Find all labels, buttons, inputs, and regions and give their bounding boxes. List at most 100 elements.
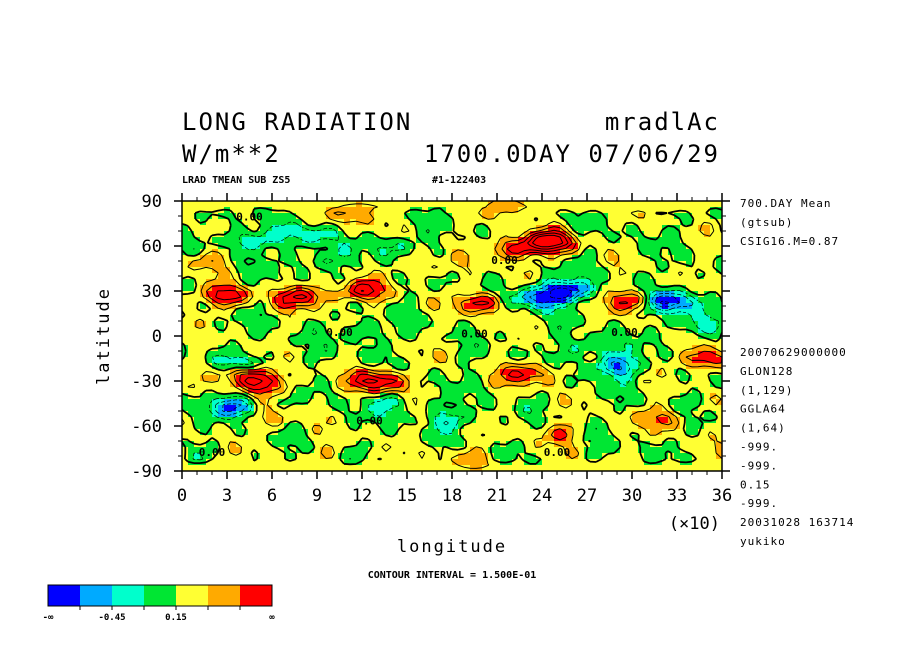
heat-cell	[212, 369, 219, 376]
heat-cell	[446, 207, 453, 214]
heat-cell	[644, 321, 651, 328]
heat-cell	[356, 315, 363, 322]
heat-cell	[644, 315, 651, 322]
heat-cell	[260, 327, 267, 334]
heat-cell	[260, 459, 267, 466]
heat-cell	[704, 459, 711, 466]
heat-cell	[632, 387, 639, 394]
heat-cell	[212, 405, 219, 412]
heat-cell	[566, 249, 573, 256]
heat-cell	[380, 213, 387, 220]
heat-cell	[344, 333, 351, 340]
subtitle-right: #1-122403	[432, 175, 486, 186]
heat-cell	[494, 447, 501, 454]
heat-cell	[566, 441, 573, 448]
heat-cell	[200, 315, 207, 322]
heat-cell	[194, 255, 201, 262]
heat-cell	[692, 237, 699, 244]
heat-cell	[200, 243, 207, 250]
heat-cell	[230, 219, 237, 226]
heat-cell	[572, 309, 579, 316]
heat-cell	[242, 255, 249, 262]
heat-cell	[692, 249, 699, 256]
heat-cell	[560, 237, 567, 244]
heat-cell	[320, 237, 327, 244]
heat-cell	[602, 423, 609, 430]
heat-cell	[266, 219, 273, 226]
heat-cell	[326, 249, 333, 256]
heat-cell	[224, 345, 231, 352]
heat-cell	[362, 459, 369, 466]
heat-cell	[686, 411, 693, 418]
heat-cell	[206, 393, 213, 400]
heat-cell	[254, 435, 261, 442]
heat-cell	[554, 447, 561, 454]
heat-cell	[446, 351, 453, 358]
heat-cell	[512, 255, 519, 262]
heat-cell	[218, 291, 225, 298]
heat-cell	[200, 345, 207, 352]
heat-cell	[302, 279, 309, 286]
heat-cell	[248, 453, 255, 460]
heat-cell	[458, 219, 465, 226]
heat-cell	[398, 261, 405, 268]
heat-cell	[686, 219, 693, 226]
heat-cell	[440, 363, 447, 370]
heat-cell	[236, 387, 243, 394]
heat-cell	[248, 351, 255, 358]
heat-cell	[542, 447, 549, 454]
heat-cell	[626, 339, 633, 346]
heat-cell	[398, 399, 405, 406]
heat-cell	[554, 291, 561, 298]
heat-cell	[704, 297, 711, 304]
heat-cell	[698, 231, 705, 238]
heat-cell	[686, 435, 693, 442]
heat-cell	[638, 255, 645, 262]
heat-cell	[482, 279, 489, 286]
heat-cell	[716, 237, 722, 244]
heat-cell	[206, 261, 213, 268]
heat-cell	[266, 309, 273, 316]
heat-cell	[572, 261, 579, 268]
heat-cell	[650, 435, 657, 442]
heat-cell	[212, 339, 219, 346]
y-tick-label: -30	[131, 372, 162, 392]
heat-cell	[602, 441, 609, 448]
heat-cell	[380, 423, 387, 430]
heat-cell	[356, 417, 363, 424]
heat-cell	[302, 339, 309, 346]
heat-cell	[278, 351, 285, 358]
heat-cell	[296, 423, 303, 430]
heat-cell	[578, 333, 585, 340]
heat-cell	[212, 255, 219, 262]
heat-cell	[632, 231, 639, 238]
heat-cell	[494, 417, 501, 424]
heat-cell	[572, 285, 579, 292]
heat-cell	[716, 255, 722, 262]
heat-cell	[704, 207, 711, 214]
heat-cell	[650, 375, 657, 382]
heat-cell	[266, 453, 273, 460]
heat-cell	[218, 219, 225, 226]
heat-cell	[692, 333, 699, 340]
heat-cell	[554, 201, 561, 208]
heat-cell	[398, 249, 405, 256]
heat-cell	[440, 291, 447, 298]
heat-cell	[656, 213, 663, 220]
heat-cell	[626, 357, 633, 364]
heat-cell	[296, 387, 303, 394]
heat-cell	[506, 399, 513, 406]
heat-cell	[422, 357, 429, 364]
heat-cell	[674, 249, 681, 256]
heat-cell	[494, 273, 501, 280]
heat-cell	[476, 441, 483, 448]
heat-cell	[584, 405, 591, 412]
heat-cell	[410, 237, 417, 244]
heat-cell	[662, 213, 669, 220]
heat-cell	[188, 315, 195, 322]
heat-cell	[554, 357, 561, 364]
heat-cell	[248, 231, 255, 238]
heat-cell	[302, 333, 309, 340]
heat-cell	[524, 321, 531, 328]
heat-cell	[596, 291, 603, 298]
